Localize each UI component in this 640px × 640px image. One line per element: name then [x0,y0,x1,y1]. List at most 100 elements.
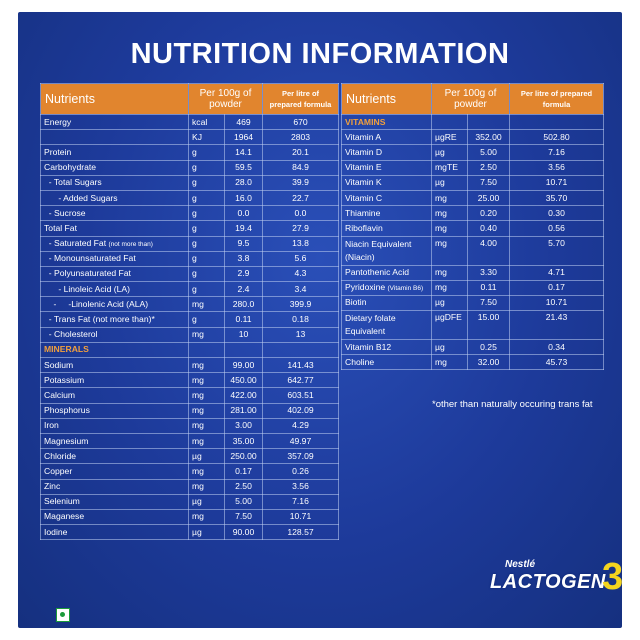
per-100g-value: 281.00 [224,402,263,419]
per-100g-value: 0.17 [224,463,263,480]
unit-cell: g [188,159,225,176]
per-100g-value: 3.8 [224,250,263,267]
unit-cell: µg [431,294,468,312]
per-100g-value: 250.00 [224,448,263,465]
per-litre-value: 0.34 [509,339,604,356]
per-litre-value: 642.77 [262,372,339,389]
nutrient-label: Vitamin B12 [345,341,392,352]
per-100g-value: 19.4 [224,220,263,237]
per-100g-value: 3.30 [467,264,510,281]
nutrient-label: Calcium [44,389,76,400]
nutrient-label: Vitamin D [345,146,383,157]
per-litre-value: 2803 [262,129,339,146]
nutrient-name: Riboflavin [341,220,432,237]
unit-cell: g [188,144,225,161]
header-per-litre: Per litre of prepared formula [262,83,339,115]
unit-cell: kcal [188,113,225,131]
per-litre-value: 3.56 [262,478,339,495]
unit-cell: µg [431,174,468,191]
per-100g-value: 450.00 [224,372,263,389]
nutrient-label: Pyridoxine [345,281,386,292]
nutrient-label: Selenium [44,496,80,507]
table-row: Choline mg 32.00 45.73 [341,354,604,371]
nutrient-name: - Trans Fat (not more than)* [40,311,189,328]
nutrient-label: Iron [44,420,59,431]
nutrient-name: Dietary folate Equivalent [341,310,432,341]
empty-cell [467,113,510,131]
per-100g-value: 25.00 [467,189,510,207]
per-litre-value: 21.43 [509,310,604,341]
per-100g-value: 0.11 [467,279,510,296]
right-nutrition-table: Nutrients Per 100g of powder Per litre o… [341,83,604,371]
per-100g-value: 0.40 [467,220,510,237]
nutrient-label: Maganese [44,511,85,522]
per-100g-value: 7.50 [467,294,510,312]
header-per-litre: Per litre of prepared formula [509,83,604,115]
nutrient-name: - Polyunsaturated Fat [40,265,189,283]
nutrient-label: - Saturated Fat [44,237,107,248]
per-litre-value: 670 [262,113,339,131]
table-row: Biotin µg 7.50 10.71 [341,294,604,312]
table-row: Riboflavin mg 0.40 0.56 [341,220,604,237]
nutrient-name: Iron [40,417,189,434]
per-litre-value: 128.57 [262,524,339,541]
nutrient-name: Vitamin C [341,189,432,207]
per-100g-value: 0.20 [467,205,510,222]
nutrient-label: Dietary folate [345,313,396,324]
nutrient-name: Calcium [40,387,189,404]
per-litre-value: 10.71 [509,174,604,191]
per-litre-value: 502.80 [509,129,604,146]
per-litre-value: 5.70 [509,235,604,266]
per-litre-value: 3.56 [509,159,604,176]
nutrient-label: - Linoleic Acid (LA) [44,283,130,294]
nutrient-name: - Linoleic Acid (LA) [40,281,189,298]
table-row: Iron mg 3.00 4.29 [40,417,339,434]
nutrient-name: Chloride [40,448,189,465]
unit-cell: mg [188,372,225,389]
table-row: - Polyunsaturated Fat g 2.9 4.3 [40,265,339,283]
unit-cell: mg [188,508,225,526]
table-row: Chloride µg 250.00 357.09 [40,448,339,465]
table-row: Vitamin D µg 5.00 7.16 [341,144,604,161]
table-row: VITAMINS [341,113,604,131]
per-litre-value: 357.09 [262,448,339,465]
table-row: MINERALS [40,341,339,359]
per-100g-value: 2.50 [467,159,510,176]
nutrient-label: Sodium [44,359,74,370]
per-100g-value: 14.1 [224,144,263,161]
per-litre-value: 7.16 [509,144,604,161]
nutrient-name: Selenium [40,493,189,510]
unit-cell: mg [188,356,225,374]
per-100g-value: 0.25 [467,339,510,356]
per-100g-value: 352.00 [467,129,510,146]
nutrient-note: (Vitamin B6) [387,284,424,292]
header-nutrients: Nutrients [40,83,189,115]
per-litre-value: 20.1 [262,144,339,161]
unit-cell: mg [188,296,225,313]
nutrient-label: Thiamine [345,207,381,218]
nutrient-name: Vitamin A [341,129,432,146]
per-litre-value: 0.26 [262,463,339,480]
per-litre-value: 3.4 [262,281,339,298]
nutrient-label: - Total Sugars [44,177,102,188]
empty-cell [431,113,468,131]
empty-cell [188,341,225,359]
nutrient-name: Zinc [40,478,189,495]
table-row: Niacin Equivalent (Niacin) mg 4.00 5.70 [341,235,604,266]
empty-cell [224,341,263,359]
table-row: Calcium mg 422.00 603.51 [40,387,339,404]
table-row: Sodium mg 99.00 141.43 [40,356,339,374]
nutrient-name: Copper [40,463,189,480]
unit-cell: µg [188,493,225,510]
unit-cell: µg [431,144,468,161]
nutrient-label: Phosphorus [44,405,90,416]
nutrient-name: - -Linolenic Acid (ALA) [40,296,189,313]
nutrient-name: Pyridoxine (Vitamin B6) [341,279,432,296]
nutrient-name: Thiamine [341,205,432,222]
empty-cell [509,113,604,131]
nutrient-name: Carbohydrate [40,159,189,176]
footnote: *other than naturally occuring trans fat [432,399,593,410]
nutrient-label: Vitamin E [345,162,382,173]
header-nutrients: Nutrients [341,83,432,115]
nutrient-name: Total Fat [40,220,189,237]
